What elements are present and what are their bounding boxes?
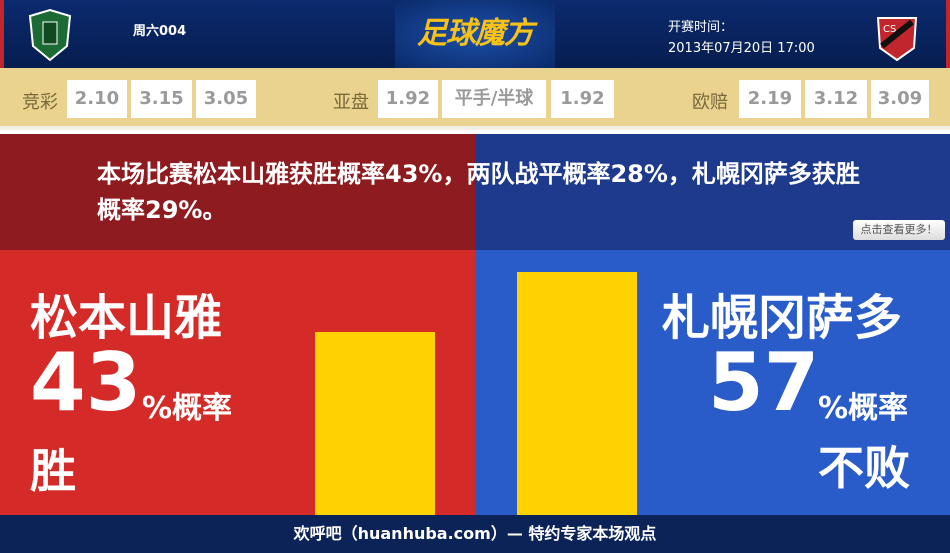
asian-line: 平手/半球 xyxy=(442,80,546,118)
away-crest-icon: CS xyxy=(876,17,918,62)
jingcai-label: 竞彩 xyxy=(22,92,58,113)
svg-text:CS: CS xyxy=(883,24,896,35)
brand-logo: 足球魔方 xyxy=(395,0,555,68)
asian-label: 亚盘 xyxy=(333,92,369,113)
away-unit: %概率 xyxy=(818,391,909,426)
home-percent: 43 xyxy=(30,336,142,429)
home-unit: %概率 xyxy=(142,391,233,426)
asian-home: 1.92 xyxy=(378,80,438,118)
kickoff-label: 开赛时间： xyxy=(668,20,734,35)
jingcai-win: 2.10 xyxy=(67,80,127,118)
euro-label: 欧赔 xyxy=(692,92,728,113)
home-crest-icon xyxy=(28,8,72,62)
kickoff-time: 2013年07月20日 17:00 xyxy=(668,41,815,56)
more-button[interactable]: 点击查看更多！ xyxy=(853,220,945,240)
euro-draw: 3.12 xyxy=(805,80,867,118)
jingcai-draw: 3.15 xyxy=(131,80,192,118)
away-probability-bar xyxy=(517,272,637,515)
home-name: 松本山雅 xyxy=(30,290,223,346)
footer: 欢呼吧（huanhuba.com）— 特约专家本场观点 xyxy=(0,515,950,553)
away-outcome: 不败 xyxy=(818,441,910,495)
jingcai-loss: 3.05 xyxy=(196,80,256,118)
euro-win: 2.19 xyxy=(739,80,801,118)
summary-text: 本场比赛松本山雅获胜概率43%，两队战平概率28%，札幌冈萨多获胜概率29%。 xyxy=(97,160,860,224)
home-probability-bar xyxy=(315,331,435,515)
asian-away: 1.92 xyxy=(551,80,614,118)
euro-loss: 3.09 xyxy=(871,80,929,118)
match-number: 周六004 xyxy=(133,24,187,39)
away-name: 札幌冈萨多 xyxy=(662,290,903,346)
summary-left xyxy=(0,134,475,250)
home-outcome: 胜 xyxy=(30,444,76,498)
away-percent: 57 xyxy=(708,336,820,429)
